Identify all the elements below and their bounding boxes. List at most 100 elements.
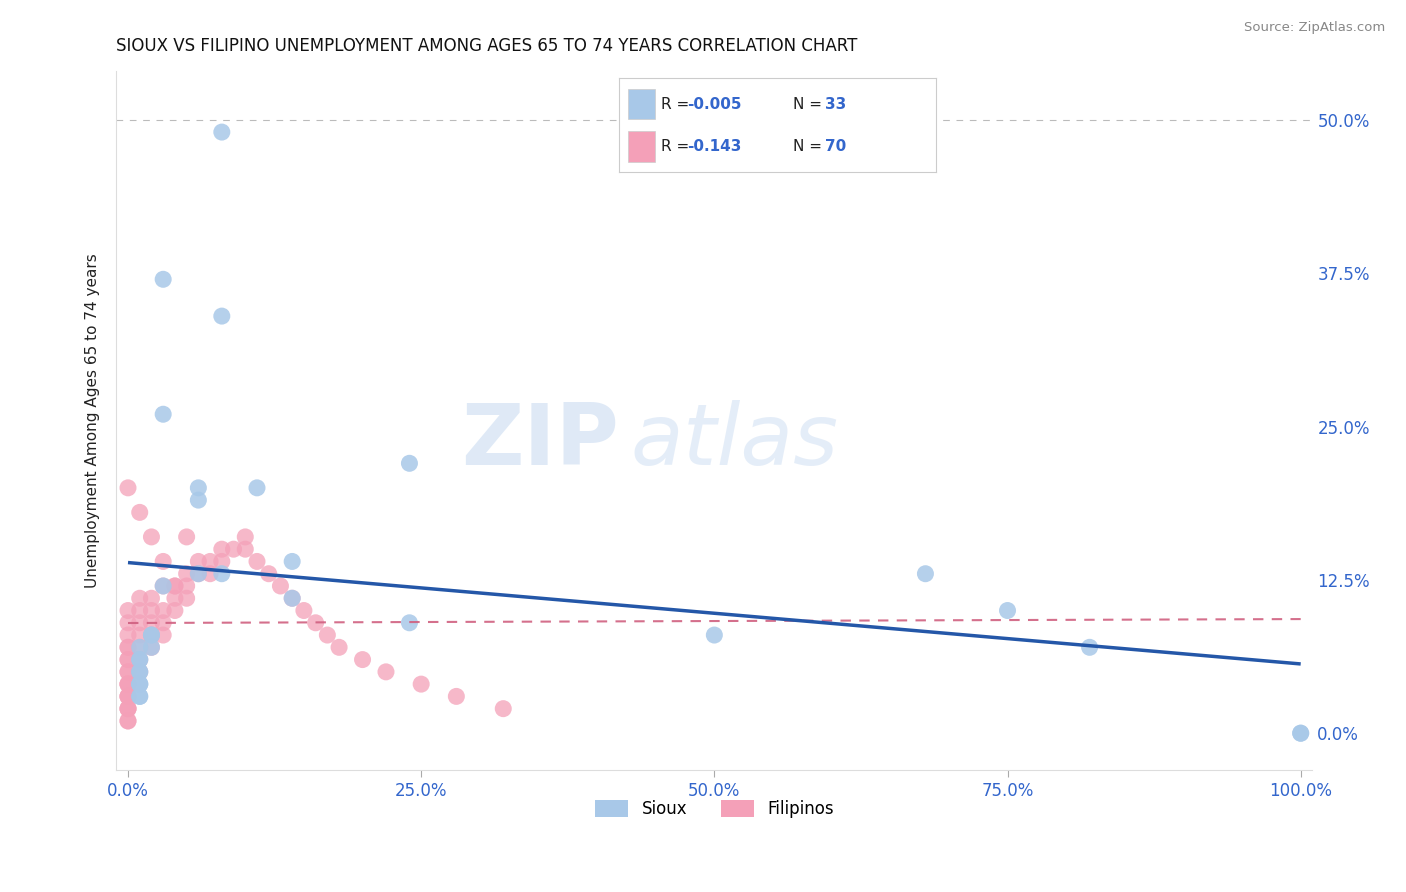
Point bbox=[246, 554, 269, 568]
Point bbox=[117, 603, 139, 617]
Point bbox=[257, 566, 280, 581]
Point bbox=[211, 125, 233, 139]
Point bbox=[128, 652, 150, 666]
Point bbox=[1289, 726, 1312, 740]
Point bbox=[269, 579, 291, 593]
Point bbox=[163, 603, 186, 617]
Point bbox=[117, 677, 139, 691]
Point bbox=[141, 628, 163, 642]
Point bbox=[187, 481, 209, 495]
Legend: Sioux, Filipinos: Sioux, Filipinos bbox=[588, 793, 841, 824]
Point bbox=[128, 690, 150, 704]
Point bbox=[128, 677, 150, 691]
Point bbox=[411, 677, 433, 691]
Point bbox=[187, 493, 209, 508]
Point bbox=[117, 690, 139, 704]
Y-axis label: Unemployment Among Ages 65 to 74 years: Unemployment Among Ages 65 to 74 years bbox=[86, 253, 100, 588]
Point bbox=[211, 554, 233, 568]
Point bbox=[375, 665, 398, 679]
Point bbox=[128, 690, 150, 704]
Point bbox=[187, 566, 209, 581]
Point bbox=[398, 615, 420, 630]
Point bbox=[117, 690, 139, 704]
Point bbox=[128, 665, 150, 679]
Point bbox=[117, 701, 139, 715]
Point bbox=[152, 628, 174, 642]
Point bbox=[211, 542, 233, 557]
Point bbox=[117, 652, 139, 666]
Point bbox=[152, 272, 174, 286]
Point bbox=[128, 677, 150, 691]
Point bbox=[117, 701, 139, 715]
Text: Source: ZipAtlas.com: Source: ZipAtlas.com bbox=[1244, 21, 1385, 34]
Point bbox=[117, 665, 139, 679]
Point bbox=[316, 628, 339, 642]
Point bbox=[128, 677, 150, 691]
Point bbox=[281, 591, 304, 606]
Point bbox=[128, 665, 150, 679]
Point bbox=[117, 665, 139, 679]
Point bbox=[176, 566, 198, 581]
Point bbox=[128, 640, 150, 655]
Point bbox=[446, 690, 468, 704]
Point bbox=[176, 579, 198, 593]
Point bbox=[152, 579, 174, 593]
Point bbox=[163, 579, 186, 593]
Point bbox=[128, 591, 150, 606]
Point bbox=[198, 554, 221, 568]
Point bbox=[163, 579, 186, 593]
Point bbox=[141, 640, 163, 655]
Point bbox=[117, 652, 139, 666]
Point bbox=[703, 628, 725, 642]
Point bbox=[128, 505, 150, 519]
Point bbox=[117, 628, 139, 642]
Point bbox=[292, 603, 315, 617]
Point bbox=[176, 591, 198, 606]
Point bbox=[117, 690, 139, 704]
Point bbox=[222, 542, 245, 557]
Point bbox=[128, 640, 150, 655]
Point bbox=[141, 591, 163, 606]
Text: atlas: atlas bbox=[631, 400, 838, 483]
Point bbox=[117, 714, 139, 728]
Point bbox=[1078, 640, 1101, 655]
Point bbox=[117, 615, 139, 630]
Point bbox=[914, 566, 936, 581]
Point bbox=[281, 554, 304, 568]
Point bbox=[187, 566, 209, 581]
Point bbox=[997, 603, 1019, 617]
Point bbox=[117, 677, 139, 691]
Point bbox=[176, 530, 198, 544]
Point bbox=[117, 481, 139, 495]
Point bbox=[117, 677, 139, 691]
Point bbox=[398, 456, 420, 470]
Point bbox=[141, 603, 163, 617]
Point bbox=[233, 530, 256, 544]
Point bbox=[141, 640, 163, 655]
Point bbox=[152, 407, 174, 421]
Point bbox=[187, 554, 209, 568]
Point bbox=[328, 640, 350, 655]
Point bbox=[128, 615, 150, 630]
Text: ZIP: ZIP bbox=[461, 400, 619, 483]
Point bbox=[128, 652, 150, 666]
Point bbox=[117, 714, 139, 728]
Point bbox=[128, 628, 150, 642]
Point bbox=[141, 530, 163, 544]
Point bbox=[211, 309, 233, 323]
Point bbox=[304, 615, 326, 630]
Point bbox=[141, 628, 163, 642]
Point bbox=[152, 603, 174, 617]
Point bbox=[281, 591, 304, 606]
Point bbox=[211, 566, 233, 581]
Point bbox=[117, 640, 139, 655]
Point bbox=[198, 566, 221, 581]
Point bbox=[117, 640, 139, 655]
Point bbox=[246, 481, 269, 495]
Point bbox=[128, 652, 150, 666]
Point bbox=[233, 542, 256, 557]
Point bbox=[492, 701, 515, 715]
Point bbox=[117, 701, 139, 715]
Point bbox=[152, 579, 174, 593]
Point bbox=[152, 615, 174, 630]
